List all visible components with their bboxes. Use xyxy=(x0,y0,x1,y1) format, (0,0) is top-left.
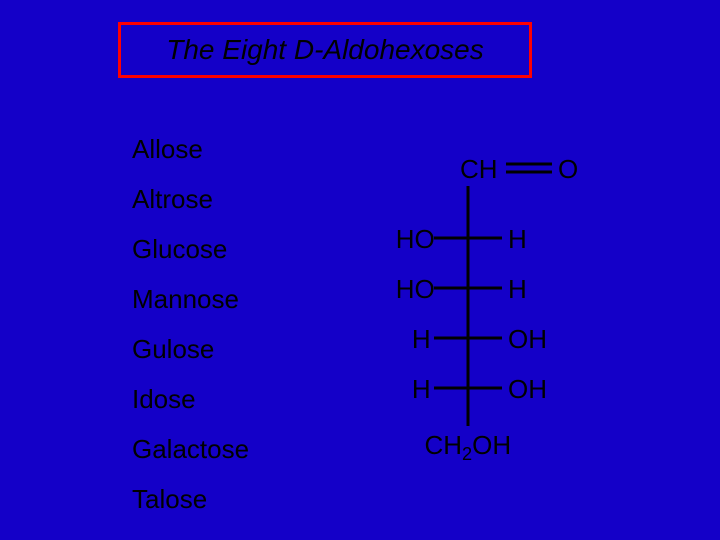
c3-right: H xyxy=(508,274,527,305)
c5-right: OH xyxy=(508,374,547,405)
fischer-bonds-svg xyxy=(0,0,720,540)
c2-left: HO xyxy=(396,224,435,255)
c4-left: H xyxy=(412,324,431,355)
aldehyde-O: O xyxy=(558,154,578,185)
aldehyde-CH: CH xyxy=(460,154,498,185)
c3-left: HO xyxy=(396,274,435,305)
c4-right: OH xyxy=(508,324,547,355)
c2-right: H xyxy=(508,224,527,255)
c5-left: H xyxy=(412,374,431,405)
terminal-CH2OH: CH2OH xyxy=(424,430,511,465)
